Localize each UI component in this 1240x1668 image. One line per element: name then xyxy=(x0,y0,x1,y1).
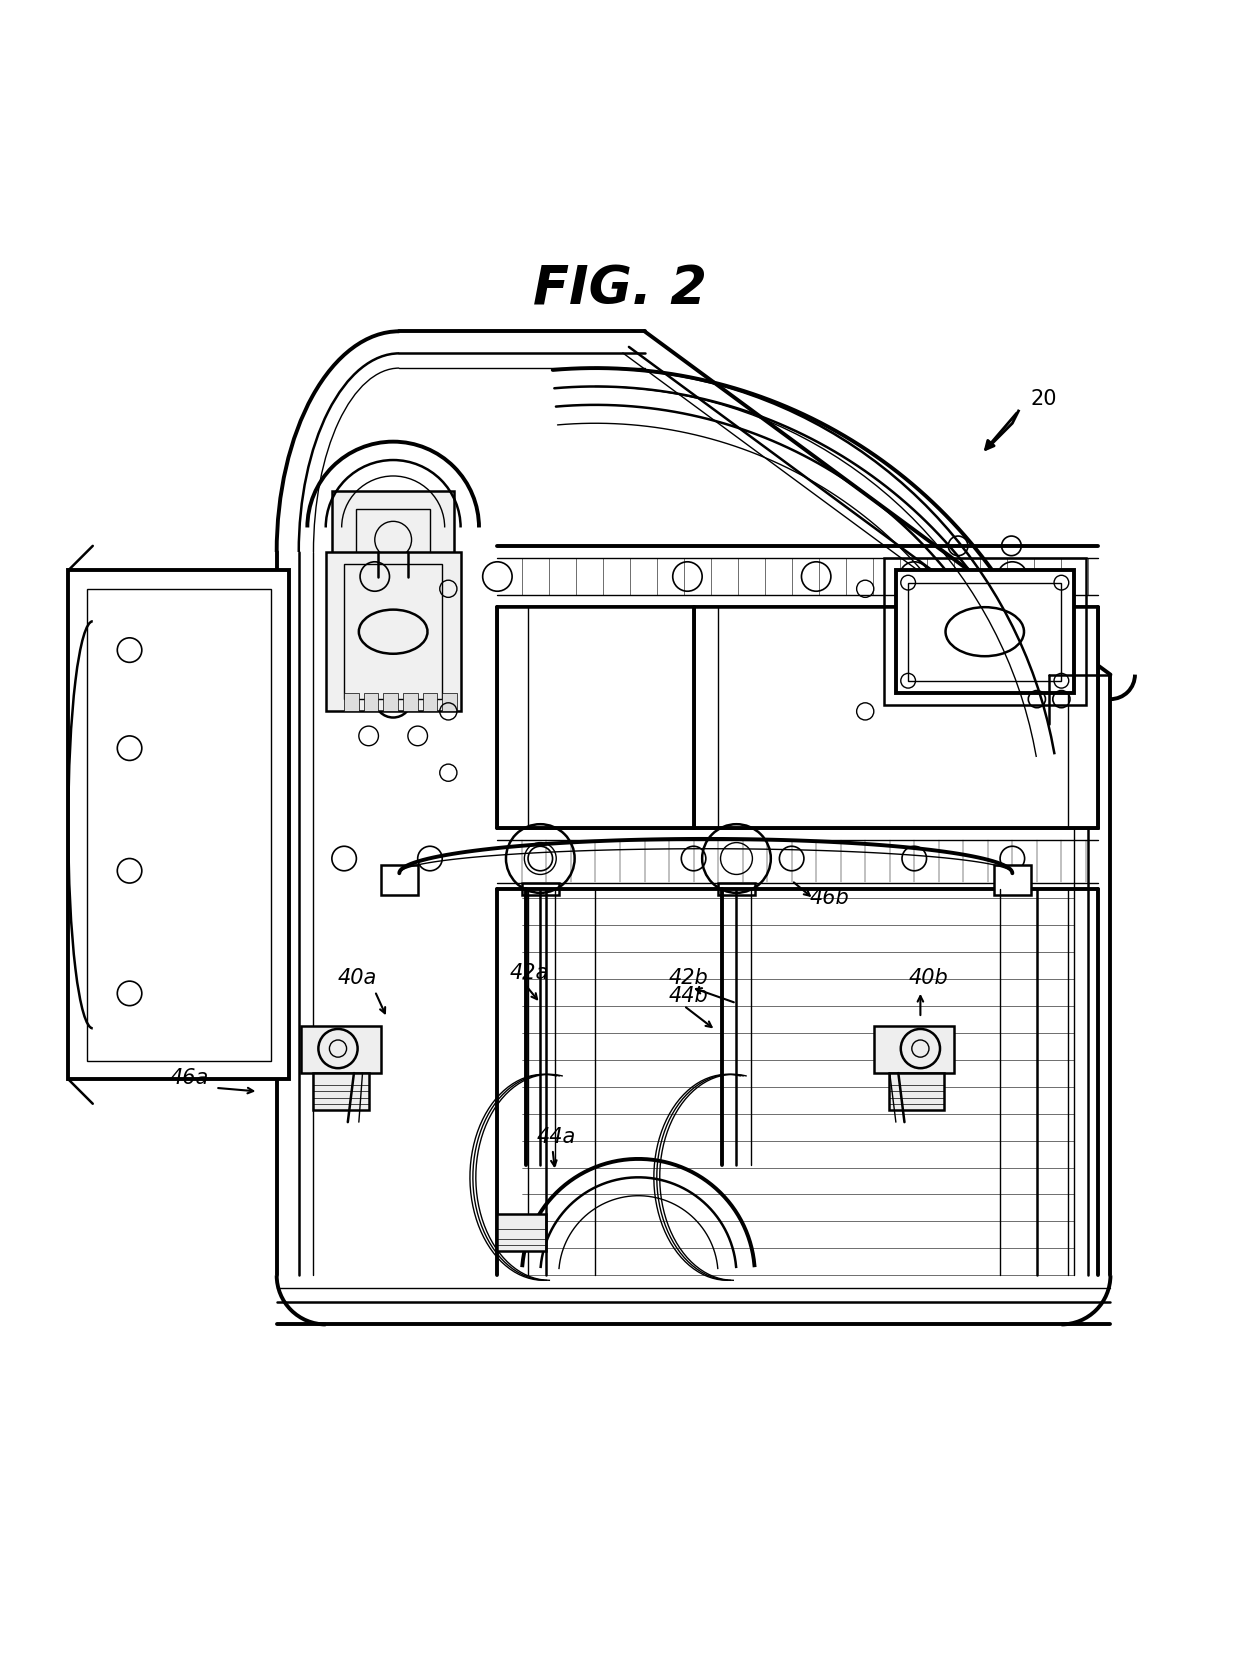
Bar xyxy=(994,864,1030,896)
Circle shape xyxy=(118,736,141,761)
Bar xyxy=(301,1026,381,1073)
Bar xyxy=(345,564,443,699)
Text: 46a: 46a xyxy=(170,1068,210,1088)
Bar xyxy=(497,607,693,827)
Bar xyxy=(423,692,438,711)
Bar xyxy=(908,582,1061,681)
Bar xyxy=(693,607,1099,827)
Bar xyxy=(884,559,1086,706)
Bar xyxy=(522,882,559,896)
Bar xyxy=(363,692,378,711)
Bar xyxy=(403,692,418,711)
Bar xyxy=(895,570,1074,692)
Bar xyxy=(326,552,460,711)
Bar xyxy=(332,490,455,577)
Bar xyxy=(345,692,358,711)
Bar xyxy=(87,589,270,1061)
Text: 42b: 42b xyxy=(670,967,709,987)
Bar xyxy=(68,570,289,1079)
Text: 44a: 44a xyxy=(537,1128,575,1148)
Bar xyxy=(497,1214,547,1251)
Bar xyxy=(889,1073,944,1109)
Bar xyxy=(443,692,456,711)
Text: 44b: 44b xyxy=(670,986,709,1006)
Bar xyxy=(356,509,430,559)
Text: 42a: 42a xyxy=(510,962,549,982)
Text: 46b: 46b xyxy=(810,887,849,907)
Bar xyxy=(314,1073,368,1109)
Text: 40a: 40a xyxy=(339,967,377,987)
Bar xyxy=(718,882,755,896)
Circle shape xyxy=(118,637,141,662)
Circle shape xyxy=(118,859,141,882)
Text: FIG. 2: FIG. 2 xyxy=(533,264,707,315)
Bar xyxy=(383,692,398,711)
Bar xyxy=(874,1026,954,1073)
Circle shape xyxy=(118,981,141,1006)
Bar xyxy=(381,864,418,896)
Text: 20: 20 xyxy=(1030,389,1058,409)
Text: 40b: 40b xyxy=(908,967,947,987)
